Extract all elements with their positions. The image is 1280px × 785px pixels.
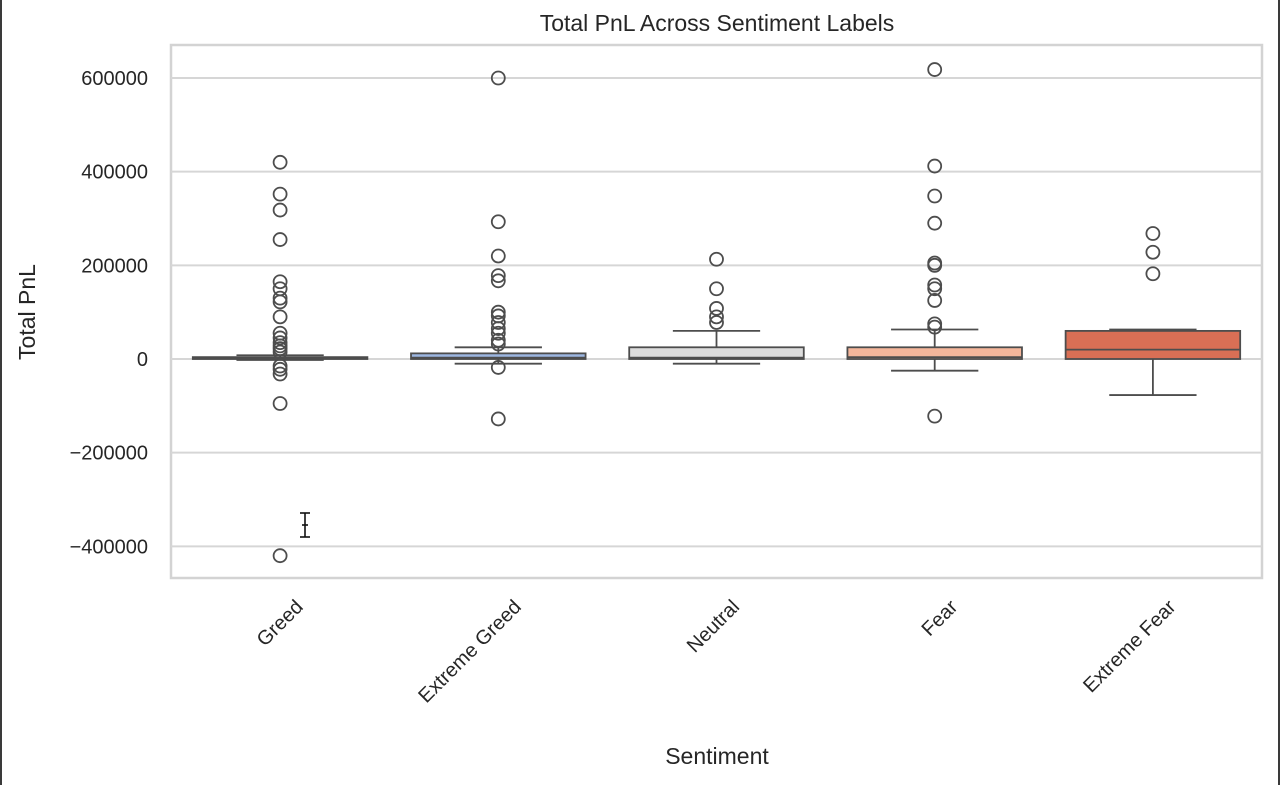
- outlier-point: [272, 274, 288, 290]
- outlier-point: [272, 186, 288, 202]
- outlier-point: [1145, 244, 1161, 260]
- outlier-point: [927, 188, 943, 204]
- y-tick-label: 600000: [81, 68, 148, 90]
- outlier-point: [272, 548, 288, 564]
- outlier-point: [490, 332, 506, 348]
- outlier-point: [927, 62, 943, 77]
- y-tick-label: −400000: [70, 536, 148, 558]
- box-greed: [191, 154, 369, 564]
- outlier-point: [709, 301, 724, 316]
- y-tick-label: 400000: [81, 162, 148, 184]
- outlier-point: [490, 304, 506, 320]
- outlier-point: [927, 281, 943, 297]
- outlier-point: [490, 411, 506, 427]
- outlier-point: [490, 360, 506, 375]
- outlier-point: [927, 257, 943, 273]
- outlier-point: [272, 154, 288, 170]
- outlier-point: [272, 294, 288, 310]
- outlier-point: [490, 321, 506, 336]
- outlier-point: [490, 214, 506, 230]
- x-axis-label: Sentiment: [665, 743, 769, 769]
- outlier-point: [490, 273, 506, 289]
- outlier-point: [927, 158, 943, 174]
- outlier-point: [272, 290, 288, 306]
- outlier-point: [927, 277, 943, 293]
- outlier-point: [490, 315, 506, 330]
- outlier-point: [272, 361, 288, 377]
- box-extreme-greed: [410, 70, 587, 427]
- outlier-point: [272, 344, 288, 360]
- boxes: [191, 62, 1242, 564]
- outlier-point: [709, 315, 724, 330]
- y-tick-label: 200000: [81, 255, 148, 277]
- outlier-point: [490, 268, 506, 284]
- box-iqr: [628, 346, 805, 360]
- x-tick-labels: Greed Extreme Greed Neutral Fear Extreme Fea…: [253, 596, 1181, 708]
- x-tick-label: Extreme Greed: [414, 596, 525, 707]
- y-axis-label: Total PnL: [14, 264, 40, 360]
- outlier-point: [490, 248, 506, 264]
- outlier-point: [272, 202, 288, 218]
- x-tick-label: Fear: [918, 596, 963, 641]
- outlier-point: [272, 330, 288, 346]
- outlier-point: [272, 366, 288, 382]
- box-iqr: [846, 346, 1023, 360]
- outlier-point: [709, 309, 724, 325]
- outlier-point: [272, 232, 288, 247]
- x-tick-label: Greed: [253, 596, 308, 651]
- x-tick-label: Extreme Fear: [1079, 596, 1180, 697]
- y-tick-label: 0: [137, 349, 148, 371]
- outlier-point: [709, 281, 724, 297]
- text-cursor-icon: [300, 512, 310, 538]
- outlier-point: [490, 336, 506, 352]
- outlier-point: [927, 215, 943, 231]
- outlier-point: [490, 325, 506, 341]
- y-tick-labels: −400000 −200000 0 200000 400000 600000: [70, 68, 148, 558]
- x-tick-label: Neutral: [683, 596, 744, 657]
- box-iqr: [410, 352, 587, 360]
- outlier-point: [927, 293, 943, 308]
- plot-area: [169, 43, 1264, 580]
- box-fear: [846, 62, 1023, 424]
- window-frame-right: [1278, 0, 1280, 785]
- y-tick-label: −200000: [70, 443, 148, 465]
- outlier-point: [1145, 226, 1161, 241]
- chart-title: Total PnL Across Sentiment Labels: [540, 10, 895, 36]
- box-extreme-fear: [1064, 226, 1242, 396]
- box-neutral: [628, 251, 805, 365]
- box-iqr: [1064, 329, 1242, 360]
- outlier-point: [927, 319, 943, 335]
- outlier-point: [709, 251, 724, 267]
- outlier-point: [272, 396, 288, 411]
- window-frame-left: [0, 0, 2, 785]
- outlier-point: [490, 70, 506, 86]
- outlier-point: [272, 309, 288, 325]
- outlier-point: [1145, 266, 1161, 282]
- outlier-point: [927, 408, 943, 424]
